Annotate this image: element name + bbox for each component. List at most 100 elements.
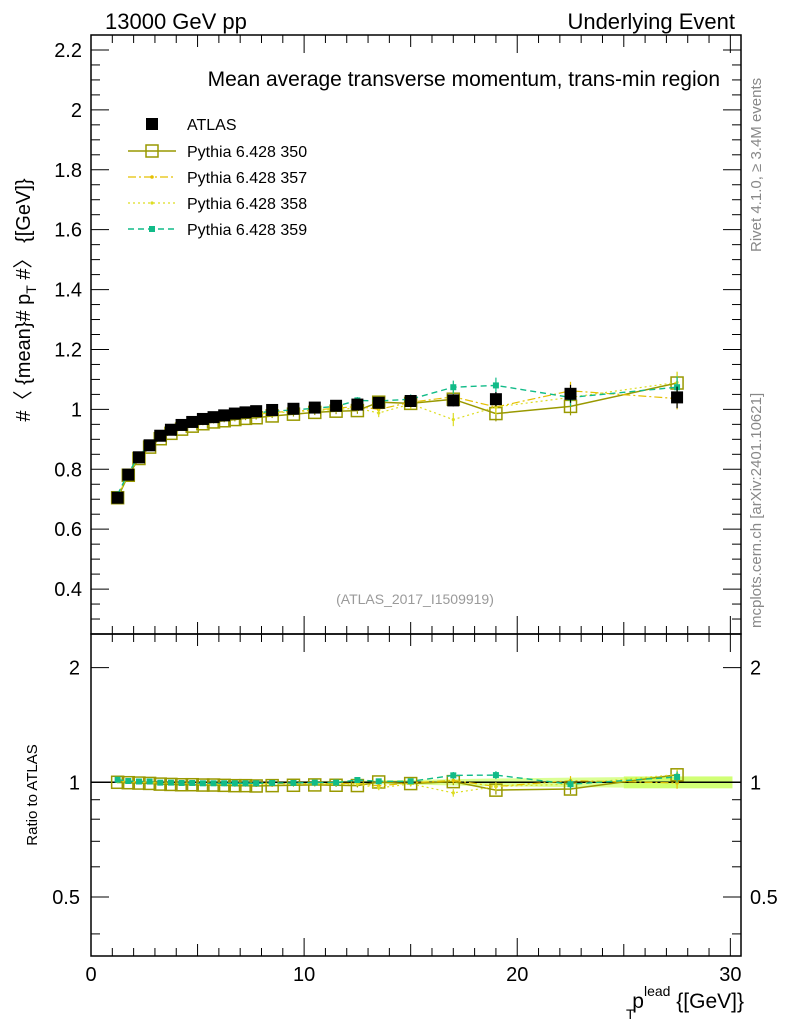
pythia-350-marker-ratio (228, 778, 242, 793)
analysis-id-watermark: (ATLAS_2017_I1509919) (336, 591, 494, 607)
pythia-359-marker-ratio (375, 778, 382, 785)
atlas-marker (308, 401, 321, 414)
pythia-359-marker-ratio (189, 779, 196, 786)
atlas-marker (196, 412, 209, 425)
pythia-359-marker (492, 382, 499, 389)
legend-label: Pythia 6.428 359 (187, 222, 307, 239)
chart-title: Mean average transverse momentum, trans-… (208, 68, 720, 91)
atlas-marker (287, 402, 300, 415)
x-axis-label-base: p (632, 990, 644, 1013)
main-series (110, 371, 684, 505)
atlas-marker (330, 399, 343, 412)
y-tick-label: 1.6 (54, 220, 82, 242)
atlas-marker (266, 403, 279, 416)
ratio-panel-frame (90, 633, 742, 957)
pythia-359-marker-ratio (311, 779, 318, 786)
pythia-359-marker-ratio (146, 778, 153, 785)
pythia-350-marker-ratio (265, 778, 279, 793)
atlas-marker-legend (146, 118, 158, 130)
ratio-tick-label-left: 2 (69, 658, 80, 680)
x-tick-label: 0 (85, 964, 96, 986)
ratio-series (110, 768, 684, 797)
ratio-tick-label-right: 2 (750, 658, 761, 680)
atlas-marker (671, 391, 684, 404)
pythia-359-marker (450, 384, 457, 391)
pythia-359-marker-ratio (253, 780, 260, 787)
x-tick-labels: 0 10 20 30 (85, 964, 741, 986)
pythia-359-marker-ratio (178, 779, 185, 786)
pythia-359-marker-ratio (221, 780, 228, 787)
pythia-359-marker-ratio (450, 772, 457, 779)
pythia-350-marker-ratio (196, 778, 210, 792)
pythia-358-marker (451, 417, 455, 422)
y-axis-label-sub: T (23, 285, 39, 294)
pythia-359-marker-ratio (157, 779, 164, 786)
main-panel-ticks (90, 35, 741, 634)
y-axis-label-main: #〈 {mean}# p (13, 294, 35, 422)
legend-label: ATLAS (187, 117, 237, 134)
atlas-marker (186, 415, 199, 428)
pythia-359-marker-ratio (125, 778, 132, 785)
x-tick-label: 30 (719, 964, 741, 986)
atlas-marker (250, 405, 263, 418)
x-axis-label-sup: lead (644, 983, 670, 999)
atlas-marker (489, 393, 502, 406)
ratio-y-axis-label: Ratio to ATLAS (24, 744, 41, 845)
main-y-tick-labels: 0.4 0.6 0.8 1 1.2 1.4 1.6 1.8 2 2.2 (54, 40, 82, 601)
pythia-359-marker-ratio (674, 773, 681, 780)
pythia-350-marker-ratio (329, 778, 343, 793)
legend: ATLAS Pythia 6.428 350 Pythia 6.428 357 Pyt… (128, 117, 307, 239)
y-tick-label: 1.8 (54, 160, 82, 182)
pythia-359-marker-ratio (269, 779, 276, 786)
atlas-marker (154, 429, 167, 442)
atlas-marker (143, 439, 156, 452)
pythia-359-marker-ratio (242, 780, 249, 787)
chart-header-right: Underlying Event (567, 9, 735, 34)
pythia-350-marker-ratio (308, 778, 322, 792)
pythia-359-marker-ratio (492, 772, 499, 779)
legend-label: Pythia 6.428 357 (187, 170, 307, 187)
atlas-marker (351, 398, 364, 411)
pythia-350-marker-ratio (206, 778, 221, 792)
x-axis-label: plead {[GeV]} (632, 983, 744, 1013)
pythia-350-marker-ratio (164, 777, 178, 792)
pythia-350-marker-ratio (403, 776, 418, 791)
atlas-marker (404, 394, 417, 407)
pythia-350-marker-ratio (238, 778, 253, 793)
y-tick-label: 1 (71, 399, 82, 421)
pythia-350-marker-ratio (185, 777, 199, 792)
y-tick-label: 0.6 (54, 519, 82, 541)
ratio-y-tick-labels: 0.5 0.5 1 1 2 2 (52, 658, 778, 909)
atlas-marker (372, 396, 385, 409)
mcplots-source-label: mcplots.cern.ch [arXiv:2401.10621] (748, 393, 765, 628)
legend-label: Pythia 6.428 358 (187, 196, 307, 213)
atlas-marker (447, 394, 460, 407)
pythia-358-marker (377, 411, 381, 415)
ratio-tick-label-right: 0.5 (750, 887, 778, 909)
pythia-350-marker-ratio (217, 778, 231, 793)
y-tick-label: 1.2 (54, 339, 82, 361)
y-tick-label: 0.4 (54, 579, 82, 601)
pythia-350-marker-ratio (174, 777, 189, 792)
atlas-marker (564, 387, 577, 400)
pythia-358-marker-ratio (377, 786, 381, 790)
atlas-marker (228, 407, 241, 420)
atlas-marker (132, 451, 145, 464)
x-axis-label-unit: {[GeV]} (670, 990, 744, 1013)
pythia-359-marker-ratio (114, 776, 121, 783)
chart-header-left: 13000 GeV pp (105, 9, 247, 34)
pythia-359-marker-ratio (199, 780, 206, 787)
y-tick-label: 2.2 (54, 40, 82, 62)
ratio-tick-label-left: 1 (69, 772, 80, 794)
pythia-357-marker-ratio (675, 781, 679, 785)
pythia-358-marker (494, 405, 498, 409)
x-tick-label: 20 (506, 964, 528, 986)
pythia-350-marker-ratio (142, 776, 157, 791)
y-tick-label: 2 (71, 100, 82, 122)
y-axis-label-tail: #〉 {[GeV]} (13, 178, 35, 285)
pythia-359-marker-ratio (210, 780, 217, 787)
atlas-marker (122, 468, 135, 481)
pythia-350-marker-legend (145, 144, 159, 158)
pythia-359-marker-ratio (567, 781, 574, 788)
